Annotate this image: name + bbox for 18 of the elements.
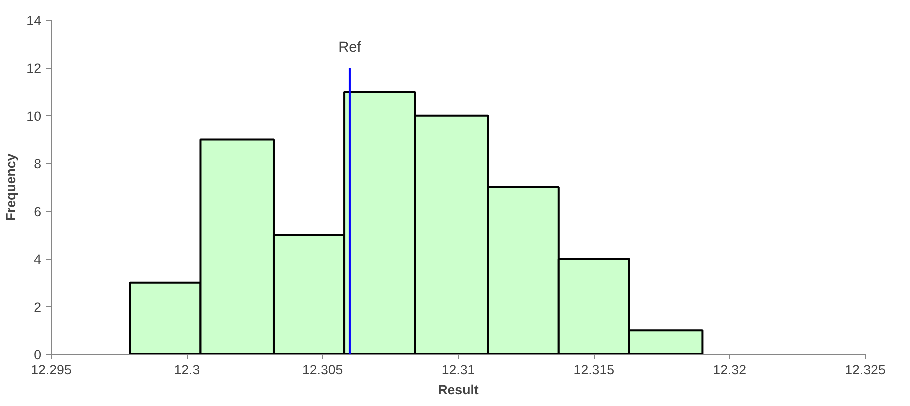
- y-tick-label: 14: [26, 14, 42, 28]
- x-tick-label: 12.3: [174, 362, 200, 378]
- x-tick-label: 12.31: [442, 362, 476, 378]
- x-tick-label: 12.315: [574, 362, 615, 378]
- y-tick-label: 10: [26, 108, 42, 124]
- series-label: Ref: [338, 40, 362, 56]
- y-tick-label: 0: [34, 348, 42, 362]
- x-axis-title: Result: [438, 382, 480, 398]
- x-tick-label: 12.295: [31, 362, 72, 378]
- y-tick-label: 8: [34, 156, 42, 172]
- y-tick-label: 4: [34, 252, 42, 268]
- x-tick-label: 12.305: [302, 362, 344, 378]
- y-tick-label: 6: [34, 204, 42, 220]
- x-tick-label: 12.32: [713, 362, 747, 378]
- y-tick-label: 12: [26, 61, 42, 76]
- y-axis-title: Frequency: [4, 153, 19, 222]
- y-tick-label: 2: [34, 300, 42, 315]
- x-tick-label: 12.325: [845, 362, 886, 378]
